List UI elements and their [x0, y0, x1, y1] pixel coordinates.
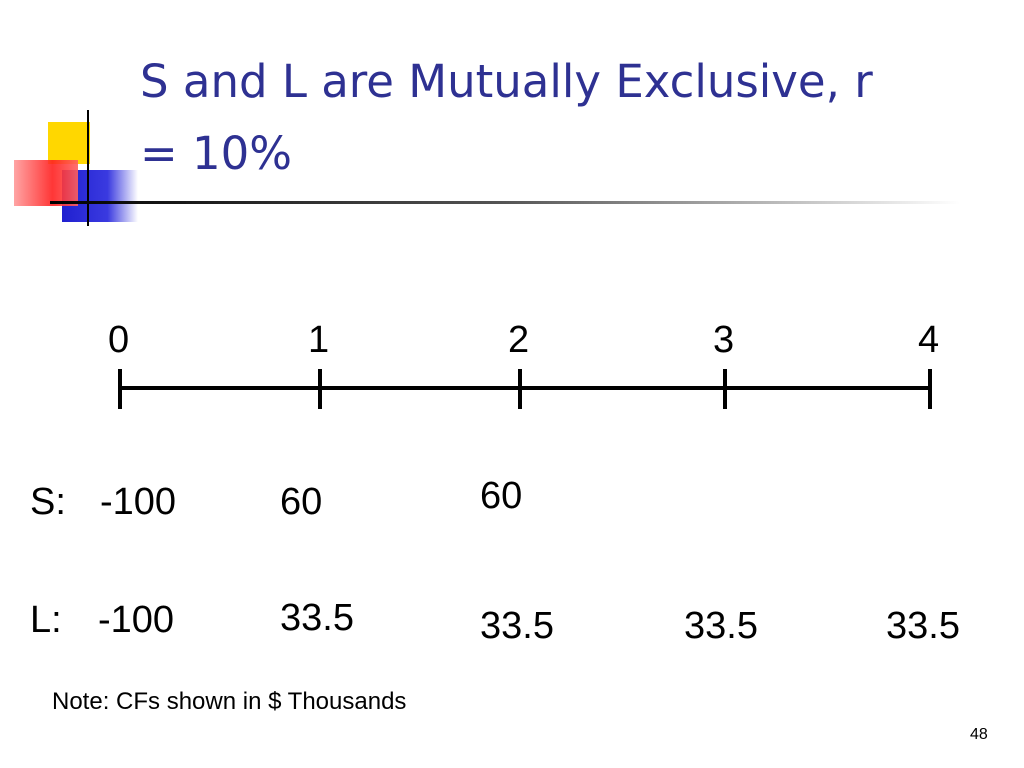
cash-flow: 33.5 [280, 597, 354, 639]
period-label: 4 [918, 319, 940, 361]
cash-flow: -100 [100, 481, 177, 523]
cash-flow: 33.5 [480, 605, 554, 647]
cash-flow: -100 [98, 599, 175, 641]
period-label: 1 [308, 319, 330, 361]
cash-flow: 60 [480, 475, 523, 517]
note: Note: CFs shown in $ Thousands [52, 688, 407, 715]
period-label: 2 [508, 319, 530, 361]
row-label: L: [30, 599, 62, 641]
title-line: S and L are Mutually Exclusive, r [140, 55, 873, 108]
logo-red [14, 160, 78, 206]
page-number: 48 [970, 726, 988, 743]
period-label: 0 [108, 319, 130, 361]
title-rule [50, 201, 960, 204]
logo-yellow [48, 122, 90, 164]
cash-flow: 33.5 [684, 605, 758, 647]
row-label: S: [30, 481, 66, 523]
cash-flow: 33.5 [886, 605, 960, 647]
title-line: = 10% [140, 127, 293, 180]
cash-flow: 60 [280, 481, 323, 523]
period-label: 3 [713, 319, 735, 361]
